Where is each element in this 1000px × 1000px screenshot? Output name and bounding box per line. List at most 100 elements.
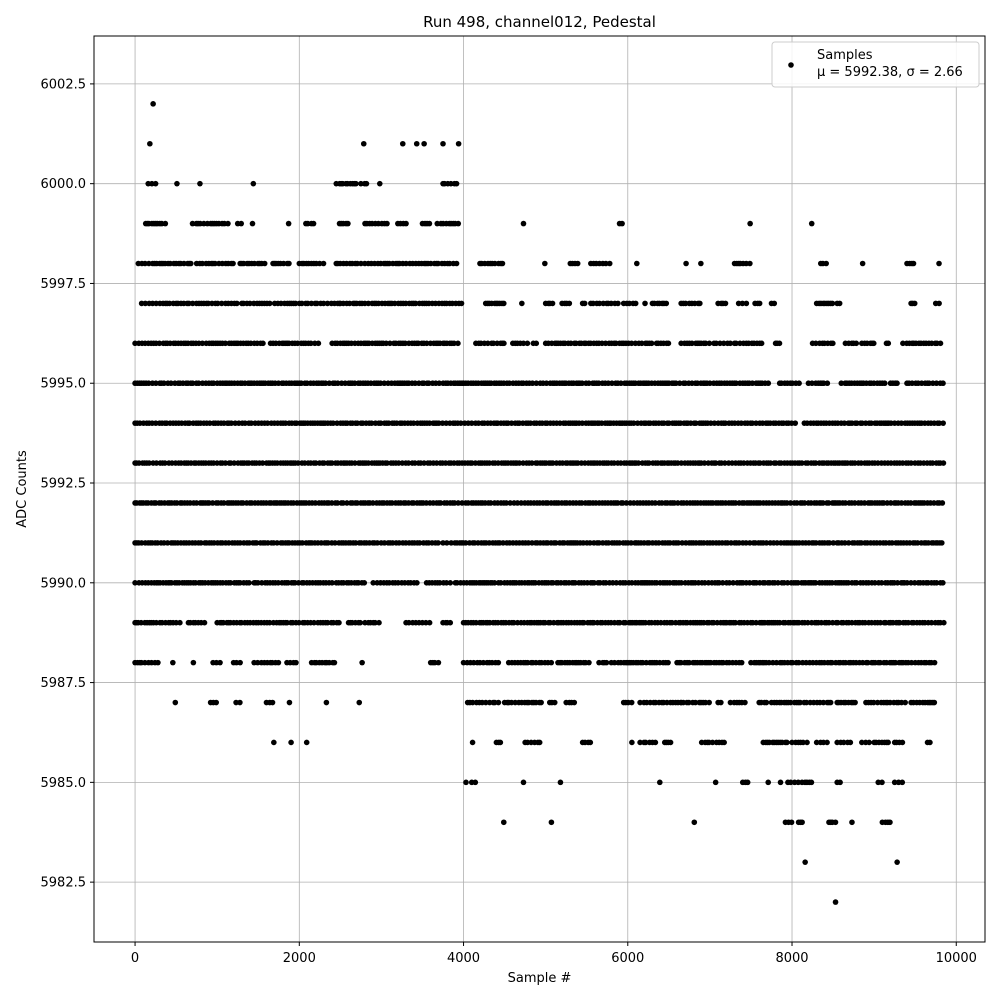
data-point: [155, 659, 161, 666]
data-point: [885, 739, 891, 746]
x-tick-label: 2000: [283, 951, 316, 966]
data-point: [802, 859, 808, 865]
data-point: [372, 619, 378, 626]
data-point: [315, 340, 322, 347]
data-point: [878, 579, 885, 586]
data-point: [939, 500, 946, 506]
data-point: [933, 380, 940, 387]
y-tick-label: 6002.5: [41, 77, 87, 92]
y-tick-label: 6000.0: [41, 177, 87, 192]
data-point: [706, 699, 712, 706]
data-point: [824, 380, 831, 387]
data-point: [637, 739, 643, 746]
data-point: [344, 500, 350, 506]
data-point: [799, 819, 805, 826]
legend-marker: [788, 62, 794, 68]
data-point: [587, 540, 593, 546]
data-point: [374, 540, 381, 546]
data-point: [253, 540, 260, 546]
data-point: [686, 699, 692, 706]
data-point: [261, 260, 268, 267]
data-point: [303, 739, 310, 746]
data-point: [299, 300, 305, 307]
data-point: [615, 300, 621, 307]
data-point: [271, 739, 277, 746]
data-point: [797, 699, 804, 706]
data-point: [756, 300, 763, 307]
data-point: [330, 420, 336, 426]
data-point: [692, 699, 699, 706]
data-point: [940, 380, 946, 387]
data-point: [358, 260, 364, 267]
data-point: [776, 340, 783, 347]
data-point: [845, 540, 852, 546]
data-point: [553, 540, 559, 546]
data-point: [885, 340, 892, 347]
data-point: [266, 619, 273, 626]
data-point: [937, 340, 944, 347]
data-point: [222, 340, 229, 347]
data-point: [747, 260, 753, 267]
data-point: [292, 300, 299, 307]
data-point: [162, 460, 168, 466]
data-point: [153, 380, 159, 387]
data-point: [763, 540, 770, 546]
data-point: [635, 460, 642, 466]
data-point: [902, 699, 909, 706]
x-axis-label: Sample #: [508, 971, 572, 986]
data-point: [648, 340, 655, 347]
data-point: [462, 540, 469, 546]
data-point: [520, 220, 527, 227]
data-point: [212, 260, 218, 267]
data-point: [801, 500, 808, 506]
data-point: [213, 699, 220, 706]
data-point: [199, 340, 206, 347]
data-point: [632, 300, 639, 307]
data-point: [571, 699, 578, 706]
data-point: [197, 180, 203, 187]
data-point: [865, 659, 871, 666]
data-point: [665, 340, 672, 347]
data-point: [497, 739, 504, 746]
data-point: [691, 819, 698, 826]
data-point: [259, 460, 266, 466]
data-point: [142, 300, 149, 307]
data-point: [789, 659, 796, 666]
data-point: [334, 500, 341, 506]
data-point: [628, 699, 635, 706]
data-point: [859, 739, 865, 746]
data-point: [800, 739, 806, 746]
data-point: [275, 659, 282, 666]
data-point: [293, 659, 299, 666]
data-point: [469, 699, 476, 706]
data-point: [233, 699, 239, 706]
data-point: [628, 540, 634, 546]
data-point: [787, 699, 794, 706]
data-point: [146, 460, 152, 466]
data-point: [646, 460, 652, 466]
data-point: [899, 779, 906, 786]
y-tick-label: 5997.5: [41, 277, 87, 292]
data-point: [529, 460, 535, 466]
data-point: [709, 739, 716, 746]
data-point: [250, 180, 257, 187]
y-axis-label: ADC Counts: [15, 450, 30, 528]
data-point: [859, 260, 866, 267]
data-point: [904, 579, 910, 586]
data-point: [345, 220, 351, 227]
data-point: [172, 699, 179, 706]
data-point: [285, 220, 292, 227]
data-point: [529, 380, 536, 387]
data-point: [455, 140, 462, 147]
data-point: [451, 340, 457, 347]
data-point: [652, 739, 659, 746]
y-tick-label: 5995.0: [41, 377, 87, 392]
data-point: [911, 300, 918, 307]
data-point: [763, 699, 770, 706]
data-point: [218, 300, 225, 307]
data-point: [853, 340, 860, 347]
data-point: [771, 300, 778, 307]
data-point: [840, 739, 847, 746]
data-point: [697, 300, 703, 307]
